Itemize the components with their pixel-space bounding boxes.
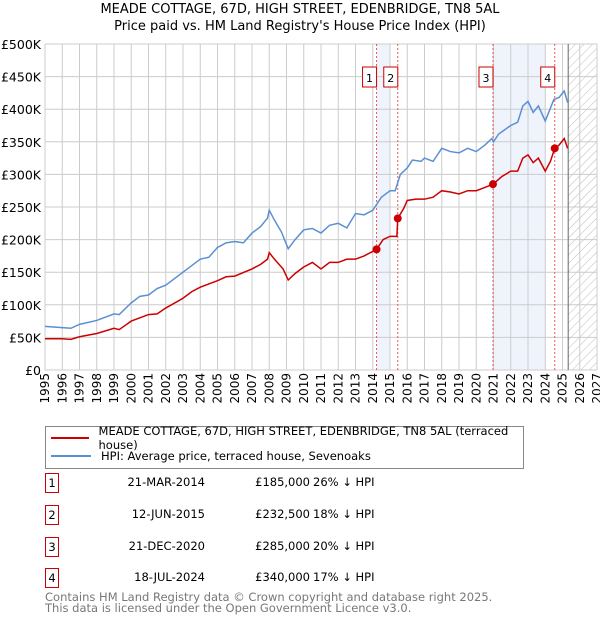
transaction-price: £285,000 — [255, 539, 310, 553]
legend-swatch-red — [51, 437, 89, 439]
x-tick-label: 1999 — [107, 373, 121, 404]
x-tick-label: 2013 — [349, 373, 363, 404]
transaction-hpi: 20% ↓ HPI — [313, 539, 375, 553]
x-tick-label: 2007 — [245, 373, 259, 404]
y-tick-label: £300K — [1, 167, 42, 182]
x-tick-label: 2005 — [211, 373, 225, 404]
legend-item-hpi: HPI: Average price, terraced house, Seve… — [51, 447, 371, 465]
x-tick-label: 2011 — [314, 373, 328, 404]
y-tick-label: £100K — [1, 298, 42, 313]
x-tick-label: 2025 — [556, 373, 570, 404]
x-tick-label: 2002 — [159, 373, 173, 404]
transaction-hpi: 17% ↓ HPI — [313, 570, 375, 584]
x-tick-label: 2027 — [590, 373, 600, 404]
legend-item-property: MEADE COTTAGE, 67D, HIGH STREET, EDENBRI… — [51, 424, 523, 452]
x-tick-label: 2014 — [366, 373, 380, 404]
transaction-date: 12-JUN-2015 — [131, 507, 205, 521]
y-tick-label: £150K — [1, 265, 42, 280]
footer-licence: This data is licensed under the Open Gov… — [45, 601, 412, 615]
legend: MEADE COTTAGE, 67D, HIGH STREET, EDENBRI… — [45, 424, 524, 469]
y-tick-label: £400K — [1, 102, 42, 117]
x-tick-label: 1997 — [73, 373, 87, 404]
x-tick-label: 2008 — [262, 373, 276, 404]
x-tick-label: 2022 — [504, 373, 518, 404]
x-tick-label: 2021 — [487, 373, 501, 404]
legend-swatch-blue — [51, 455, 91, 457]
transaction-hpi: 26% ↓ HPI — [313, 475, 375, 489]
legend-label: MEADE COTTAGE, 67D, HIGH STREET, EDENBRI… — [98, 424, 509, 452]
y-tick-label: £250K — [1, 200, 42, 215]
sale-point — [550, 144, 559, 153]
x-tick-label: 2016 — [400, 373, 414, 404]
transaction-price: £232,500 — [255, 507, 310, 521]
transaction-date: 18-JUL-2024 — [134, 570, 205, 584]
sale-label-box — [540, 66, 556, 88]
chart-subtitle: Price paid vs. HM Land Registry's House … — [114, 19, 486, 34]
x-tick-label: 2001 — [142, 373, 156, 404]
sale-label: 2 — [387, 72, 394, 85]
sale-point — [393, 214, 402, 223]
x-tick-label: 2000 — [124, 373, 138, 404]
transaction-number: 2 — [45, 505, 59, 525]
transaction-number: 4 — [45, 568, 59, 588]
x-tick-label: 2010 — [297, 373, 311, 404]
sale-label: 1 — [366, 72, 373, 85]
series-line — [45, 137, 569, 341]
y-tick-label: £450K — [1, 70, 42, 85]
y-tick-label: £50K — [9, 330, 42, 345]
sale-point — [372, 245, 381, 254]
x-tick-label: 2004 — [193, 373, 207, 404]
x-tick-label: 1996 — [55, 373, 69, 404]
sale-label-box — [383, 66, 399, 88]
y-tick-label: £350K — [1, 135, 42, 150]
transaction-price: £340,000 — [255, 570, 310, 584]
x-tick-label: 2019 — [452, 373, 466, 404]
legend-label: HPI: Average price, terraced house, Seve… — [101, 449, 371, 463]
transaction-date: 21-DEC-2020 — [128, 539, 205, 553]
x-tick-label: 2020 — [469, 373, 483, 404]
sale-label-box — [478, 66, 494, 88]
x-tick-label: 2006 — [228, 373, 242, 404]
y-tick-label: £0 — [25, 363, 41, 378]
sale-point — [488, 180, 497, 189]
x-tick-label: 2015 — [383, 373, 397, 404]
y-tick-label: £200K — [1, 233, 42, 248]
series-line — [44, 89, 569, 330]
x-tick-label: 1995 — [38, 373, 52, 404]
x-tick-label: 2018 — [435, 373, 449, 404]
x-tick-label: 2023 — [521, 373, 535, 404]
x-tick-label: 2012 — [331, 373, 345, 404]
x-tick-label: 2009 — [280, 373, 294, 404]
x-tick-label: 2024 — [538, 373, 552, 404]
chart-title: MEADE COTTAGE, 67D, HIGH STREET, EDENBRI… — [100, 2, 500, 17]
footer-copyright: Contains HM Land Registry data © Crown c… — [45, 590, 493, 604]
transaction-date: 21-MAR-2014 — [127, 475, 205, 489]
sale-label: 3 — [482, 72, 489, 85]
transaction-number: 1 — [45, 473, 59, 493]
transaction-price: £185,000 — [255, 475, 310, 489]
x-tick-label: 1998 — [90, 373, 104, 404]
transaction-number: 3 — [45, 537, 59, 557]
sale-label-box — [362, 66, 378, 88]
x-tick-label: 2017 — [418, 373, 432, 404]
y-tick-label: £500K — [1, 37, 42, 52]
x-tick-label: 2026 — [573, 373, 587, 404]
sale-label: 4 — [544, 72, 551, 85]
transaction-hpi: 18% ↓ HPI — [313, 507, 375, 521]
price-chart: £0 £50K £100K £150K £200K £250K £300K £350K £400… — [1, 37, 600, 404]
x-tick-label: 2003 — [176, 373, 190, 404]
